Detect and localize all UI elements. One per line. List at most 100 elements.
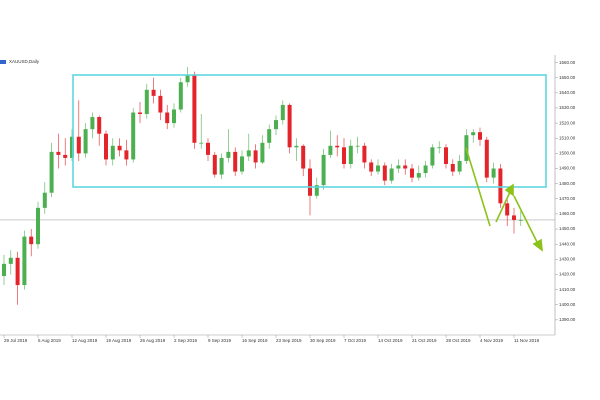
- candle-body: [430, 147, 435, 166]
- candle-body: [396, 165, 401, 169]
- candle-body: [362, 145, 367, 163]
- y-tick-label: 1410.00: [559, 287, 576, 292]
- candle-body: [212, 154, 217, 175]
- candle-body: [294, 145, 299, 148]
- candle-body: [206, 142, 210, 155]
- candle-body: [355, 145, 360, 147]
- x-tick-label: 23 Sep 2019: [276, 338, 302, 343]
- candle-body: [280, 104, 285, 121]
- candle-body: [450, 163, 455, 172]
- candle-body: [287, 104, 292, 148]
- x-tick-label: 12 Aug 2019: [72, 338, 98, 343]
- candle-body: [328, 145, 333, 155]
- candle-body: [8, 257, 13, 264]
- candle-body: [308, 168, 312, 196]
- candle-body: [233, 151, 238, 172]
- y-tick-label: 1390.00: [559, 317, 576, 322]
- candle-body: [301, 145, 306, 169]
- x-tick-label: 28 Oct 2019: [446, 338, 471, 343]
- candle-body: [335, 145, 340, 148]
- candle-body: [178, 82, 183, 110]
- candle-body: [29, 236, 34, 245]
- candle-body: [505, 203, 510, 216]
- y-tick-label: 1460.00: [559, 211, 576, 216]
- x-tick-label: 16 Sep 2019: [242, 338, 268, 343]
- candle-body: [498, 168, 503, 204]
- x-tick-label: 26 Aug 2019: [140, 338, 166, 343]
- candle-body: [110, 145, 115, 160]
- y-tick-label: 1520.00: [559, 120, 576, 125]
- candle-body: [83, 129, 88, 154]
- x-tick-label: 4 Nov 2019: [480, 338, 504, 343]
- projection-arrows: [465, 147, 543, 252]
- y-tick-label: 1550.00: [559, 75, 576, 80]
- candle-body: [76, 136, 81, 154]
- candle-body: [63, 154, 68, 158]
- candle-body: [151, 89, 156, 96]
- candle-body: [484, 139, 489, 178]
- y-tick-label: 1420.00: [559, 272, 576, 277]
- y-tick-label: 1540.00: [559, 90, 576, 95]
- candle-body: [104, 133, 108, 160]
- candle-body: [382, 165, 387, 181]
- candle-body: [185, 74, 190, 83]
- y-tick-label: 1450.00: [559, 226, 576, 231]
- y-tick-label: 1500.00: [559, 151, 576, 156]
- candle-body: [512, 215, 516, 220]
- candle-body: [138, 112, 142, 115]
- x-tick-label: 19 Aug 2019: [106, 338, 132, 343]
- candle-body: [410, 168, 414, 178]
- candle-body: [457, 160, 462, 172]
- candle-body: [97, 117, 102, 134]
- candle-body: [158, 95, 163, 113]
- range-box: [72, 74, 547, 188]
- y-tick-label: 1470.00: [559, 196, 576, 201]
- candle-body: [416, 173, 421, 178]
- x-tick-label: 30 Sep 2019: [310, 338, 336, 343]
- x-tick-label: 7 Oct 2019: [344, 338, 367, 343]
- candle-body: [246, 150, 251, 157]
- y-tick-label: 1510.00: [559, 135, 576, 140]
- candle-body: [423, 165, 428, 174]
- candle-body: [274, 120, 278, 130]
- candle-body: [49, 151, 54, 193]
- y-tick-label: 1480.00: [559, 181, 576, 186]
- candle-body: [478, 132, 482, 140]
- candle-body: [70, 136, 74, 158]
- y-tick-label: 1560.00: [559, 60, 576, 65]
- candle-body: [267, 129, 272, 143]
- candle-body: [314, 185, 319, 196]
- candle-body: [342, 147, 346, 164]
- candle-body: [226, 151, 231, 158]
- candle-body: [131, 112, 136, 160]
- plot: [0, 67, 555, 305]
- candle-body: [240, 156, 244, 172]
- candle-body: [2, 263, 6, 276]
- candle-body: [42, 192, 47, 208]
- x-tick-label: 14 Oct 2019: [378, 338, 403, 343]
- x-tick-label: 21 Oct 2019: [412, 338, 437, 343]
- candle-body: [15, 257, 20, 286]
- candle-body: [389, 168, 394, 181]
- candle-body: [321, 154, 326, 186]
- y-tick-label: 1430.00: [559, 257, 576, 262]
- x-tick-label: 5 Aug 2019: [38, 338, 61, 343]
- x-tick-label: 2 Sep 2019: [174, 338, 198, 343]
- y-tick-label: 1440.00: [559, 241, 576, 246]
- candle-body: [348, 145, 353, 164]
- candle-body: [90, 117, 95, 130]
- y-tick-label: 1490.00: [559, 166, 576, 171]
- x-tick-label: 9 Sep 2019: [208, 338, 232, 343]
- candle-body: [260, 142, 265, 163]
- chart-title: XAUUSD,Daily: [9, 59, 40, 64]
- candle-body: [491, 168, 496, 178]
- candle-body: [253, 150, 258, 163]
- candle-body: [518, 219, 523, 221]
- candle-body: [471, 132, 476, 136]
- candle-body: [36, 207, 40, 245]
- candle-body: [369, 162, 374, 172]
- candle-body: [437, 147, 442, 149]
- symbol-icon: [0, 60, 6, 64]
- candle-body: [56, 151, 61, 155]
